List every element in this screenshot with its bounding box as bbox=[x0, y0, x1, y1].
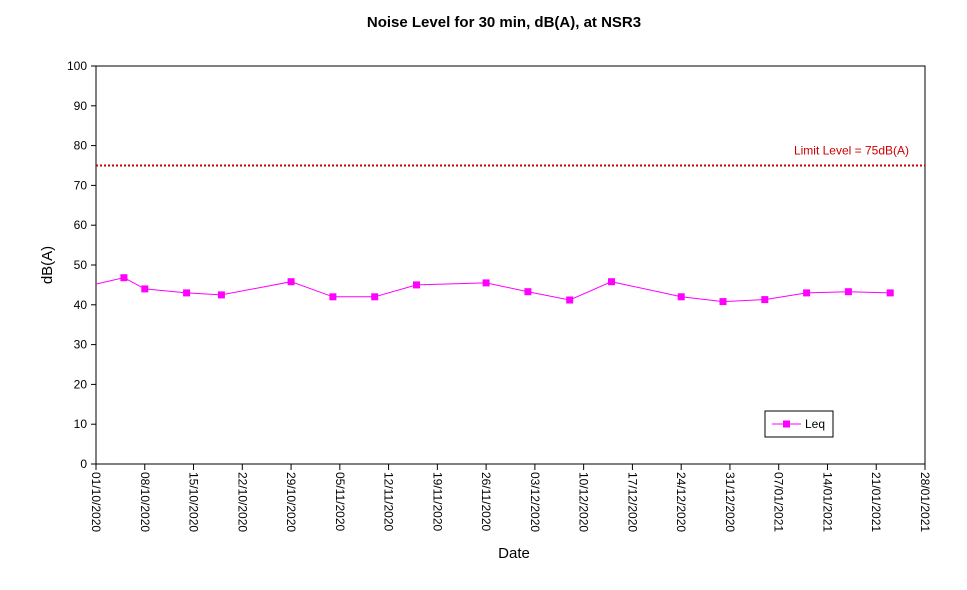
y-tick-label: 10 bbox=[74, 417, 88, 431]
y-tick-label: 50 bbox=[74, 258, 88, 272]
chart-title: Noise Level for 30 min, dB(A), at NSR3 bbox=[367, 14, 641, 31]
limit-label: Limit Level = 75dB(A) bbox=[794, 144, 909, 158]
y-tick-label: 60 bbox=[74, 218, 88, 232]
x-tick-label: 26/11/2020 bbox=[479, 472, 493, 531]
series-group bbox=[95, 274, 894, 306]
x-tick-label: 03/12/2020 bbox=[528, 472, 542, 532]
y-axis-label: dB(A) bbox=[39, 246, 56, 284]
x-tick-label: 14/01/2021 bbox=[820, 472, 834, 532]
data-point bbox=[120, 274, 128, 282]
x-tick-label: 01/10/2020 bbox=[89, 472, 103, 532]
data-point bbox=[844, 288, 852, 296]
x-tick-label: 29/10/2020 bbox=[284, 472, 298, 532]
legend-label: Leq bbox=[805, 417, 825, 431]
data-point bbox=[413, 281, 420, 289]
data-point bbox=[371, 293, 379, 301]
data-point bbox=[803, 289, 811, 297]
y-tick-label: 40 bbox=[74, 298, 88, 312]
x-axis-label: Date bbox=[498, 545, 530, 562]
data-point bbox=[482, 279, 490, 287]
data-point bbox=[217, 291, 225, 299]
legend-marker bbox=[783, 420, 790, 428]
y-tick-label: 70 bbox=[74, 178, 88, 192]
plot-area bbox=[95, 65, 926, 465]
x-tick-label: 12/11/2020 bbox=[382, 472, 396, 531]
x-tick-label: 21/01/2021 bbox=[869, 472, 883, 532]
data-point bbox=[287, 278, 295, 286]
y-tick-label: 80 bbox=[74, 139, 88, 153]
x-tick-label: 10/12/2020 bbox=[577, 472, 591, 532]
data-point bbox=[761, 296, 769, 304]
x-tick-label: 08/10/2020 bbox=[138, 472, 152, 532]
x-tick-label: 19/11/2020 bbox=[430, 472, 444, 531]
data-point bbox=[719, 298, 727, 306]
y-tick-label: 20 bbox=[74, 377, 88, 391]
x-tick-label: 15/10/2020 bbox=[187, 472, 201, 532]
x-tick-label: 28/01/2021 bbox=[918, 472, 932, 532]
y-tick-label: 0 bbox=[80, 457, 87, 471]
x-tick-label: 22/10/2020 bbox=[235, 472, 249, 532]
data-point bbox=[141, 285, 149, 293]
data-point bbox=[524, 288, 532, 296]
y-axis: 0 10 20 30 40 50 60 70 80 90 100 bbox=[67, 59, 96, 471]
y-tick-label: 100 bbox=[67, 59, 87, 73]
legend: Leq bbox=[764, 410, 834, 438]
data-point bbox=[566, 296, 574, 304]
limit-line-group: Limit Level = 75dB(A) bbox=[96, 144, 925, 167]
x-tick-label: 05/11/2020 bbox=[333, 472, 347, 531]
y-tick-label: 90 bbox=[74, 99, 88, 113]
plot-frame bbox=[95, 65, 926, 465]
data-point bbox=[677, 293, 685, 301]
data-point bbox=[329, 293, 337, 301]
x-axis: 01/10/2020 08/10/2020 15/10/2020 22/10/2020… bbox=[89, 464, 932, 532]
x-tick-label: 31/12/2020 bbox=[723, 472, 737, 532]
x-tick-label: 24/12/2020 bbox=[674, 472, 688, 532]
y-tick-label: 30 bbox=[74, 338, 88, 352]
x-tick-label: 07/01/2021 bbox=[772, 472, 786, 532]
data-point bbox=[608, 278, 615, 286]
data-point bbox=[886, 289, 894, 297]
data-point bbox=[183, 289, 191, 297]
x-tick-label: 17/12/2020 bbox=[625, 472, 639, 532]
